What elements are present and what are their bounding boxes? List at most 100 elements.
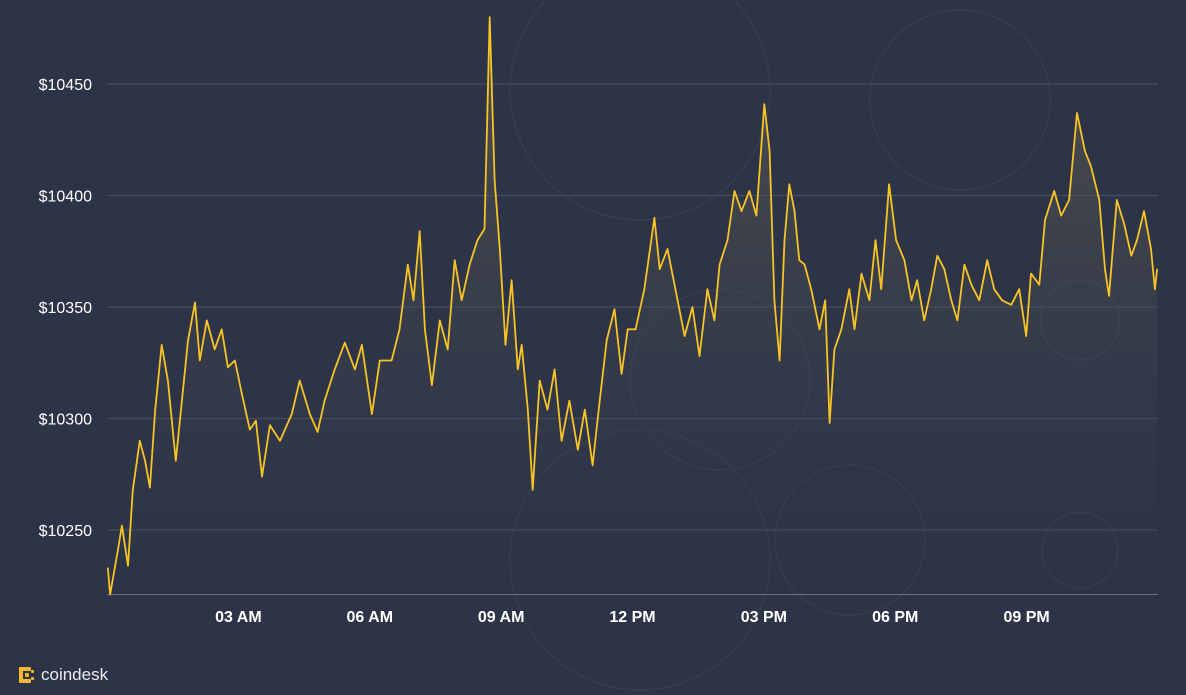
x-tick-label: 09 PM (1004, 609, 1050, 626)
data-point (511, 279, 513, 281)
data-point (868, 299, 871, 301)
data-point (828, 422, 831, 424)
data-point (175, 460, 177, 462)
data-point (1154, 288, 1156, 290)
data-point (181, 400, 183, 402)
data-point (793, 210, 796, 212)
data-point (493, 179, 496, 181)
data-point (577, 449, 579, 451)
x-tick-label: 06 AM (346, 609, 393, 626)
data-point (763, 103, 765, 105)
data-point (127, 565, 129, 567)
data-point (895, 239, 897, 241)
y-tick-label: $10350 (39, 300, 92, 317)
data-point (539, 379, 541, 382)
data-point (194, 301, 196, 304)
data-point (719, 264, 721, 266)
data-point (424, 328, 426, 330)
data-point (950, 299, 952, 301)
data-point (291, 413, 293, 415)
data-point (963, 264, 966, 266)
data-point (431, 384, 433, 386)
data-point (249, 429, 251, 431)
data-point (1044, 219, 1046, 221)
data-point (1001, 299, 1003, 301)
data-point (1098, 199, 1100, 201)
data-point (527, 408, 529, 411)
data-point (783, 239, 786, 241)
data-point (810, 288, 812, 290)
data-point (888, 183, 890, 185)
data-point (1076, 112, 1078, 114)
data-point (1130, 255, 1132, 257)
data-point (1090, 165, 1092, 168)
data-point (546, 408, 549, 411)
price-area (107, 17, 1158, 595)
data-point (1104, 268, 1106, 270)
y-tick-label: $10450 (39, 77, 92, 94)
y-tick-label: $10250 (39, 523, 92, 540)
data-point (468, 264, 471, 266)
data-point (261, 475, 263, 478)
x-axis: 03 AM 06 AM 09 AM 12 PM 03 PM 06 PM 09 PM (215, 609, 1050, 626)
data-point (698, 355, 701, 357)
data-point (532, 489, 534, 491)
data-point (768, 150, 771, 152)
data-point (1010, 304, 1012, 306)
brand-name: coindesk (41, 665, 109, 684)
data-point (221, 328, 223, 330)
data-point (755, 214, 758, 217)
data-point (993, 288, 995, 290)
data-point (874, 239, 877, 241)
data-point (643, 288, 645, 290)
data-point (1068, 199, 1070, 201)
data-point (476, 239, 479, 241)
data-point (354, 368, 356, 371)
data-point (677, 299, 679, 301)
data-point (447, 348, 449, 350)
data-point (234, 359, 236, 362)
data-point (986, 259, 988, 261)
data-point (706, 288, 708, 290)
data-point (840, 328, 842, 330)
data-point (666, 248, 669, 250)
data-point (930, 288, 932, 290)
data-point (255, 420, 257, 422)
x-tick-label: 03 PM (741, 609, 787, 626)
data-point (121, 524, 123, 527)
data-point (206, 319, 208, 321)
data-point (956, 319, 959, 321)
data-point (517, 368, 519, 371)
data-point (461, 299, 463, 301)
data-point (788, 183, 790, 185)
x-tick-label: 03 AM (215, 609, 262, 626)
data-point (107, 567, 109, 569)
data-point (361, 344, 363, 346)
y-tick-label: $10300 (39, 412, 92, 429)
data-point (779, 359, 781, 362)
data-point (634, 328, 637, 330)
data-point (521, 344, 523, 346)
data-point (684, 335, 686, 337)
data-point (1018, 288, 1020, 290)
data-point (553, 368, 556, 371)
data-point (1053, 190, 1055, 192)
coindesk-logo[interactable]: coindesk (19, 665, 108, 685)
data-point (379, 359, 381, 362)
data-point (773, 299, 775, 301)
data-point (334, 368, 336, 371)
data-point (568, 400, 571, 402)
data-point (606, 339, 608, 342)
data-point (109, 594, 111, 596)
data-point (161, 344, 163, 346)
data-point (848, 288, 850, 290)
x-tick-label: 12 PM (609, 609, 655, 626)
data-point (804, 264, 806, 266)
x-tick-label: 09 AM (478, 609, 525, 626)
data-point (853, 328, 856, 330)
data-point (344, 342, 346, 344)
data-point (1136, 239, 1138, 241)
data-point (439, 319, 441, 321)
data-point (1156, 268, 1158, 270)
